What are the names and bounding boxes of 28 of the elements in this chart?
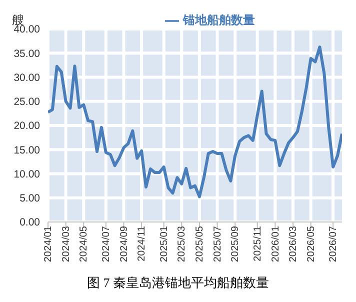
x-tick-label: 2025/05 bbox=[194, 226, 206, 262]
x-tick-label: 2024/07 bbox=[101, 226, 112, 262]
x-tick-label: 2025/07 bbox=[212, 226, 224, 262]
y-tick-label: 30.00 bbox=[14, 72, 40, 84]
line-series bbox=[48, 46, 342, 198]
x-tick-label: 2026/07 bbox=[328, 226, 340, 262]
x-tick-label: 2024/03 bbox=[60, 226, 72, 262]
x-tick-label: 2025/01 bbox=[158, 226, 170, 262]
x-tick-label: 2024/01 bbox=[43, 226, 54, 262]
y-tick-label: 40.00 bbox=[14, 24, 40, 36]
x-tick-label: 2025/09 bbox=[230, 226, 242, 262]
y-tick-label: 15.00 bbox=[14, 144, 40, 156]
x-tick-label: 2024/11 bbox=[136, 226, 148, 262]
x-tick-label: 2026/03 bbox=[288, 226, 300, 262]
text: 图 7 秦皇岛港锚地平均船舶数量 bbox=[86, 274, 270, 292]
y-tick-label: 5.00 bbox=[20, 192, 40, 205]
x-tick-label: 2024/09 bbox=[118, 226, 130, 262]
y-tick-label: 35.00 bbox=[14, 48, 40, 60]
y-tick-label: 20.00 bbox=[14, 120, 40, 132]
x-tick-label: 2024/05 bbox=[78, 226, 90, 262]
y-tick-label: 10.00 bbox=[14, 168, 40, 180]
x-tick-label: 2025/11 bbox=[252, 226, 264, 262]
legend-label: 锚地船舶数量 bbox=[183, 13, 255, 27]
y-tick-label: 0.00 bbox=[20, 216, 40, 229]
x-tick-label: 2026/01 bbox=[270, 226, 282, 262]
x-tick-label: 2026/05 bbox=[306, 226, 317, 262]
x-tick-label: 2025/03 bbox=[176, 226, 188, 262]
y-tick-label: 25.00 bbox=[14, 96, 40, 108]
